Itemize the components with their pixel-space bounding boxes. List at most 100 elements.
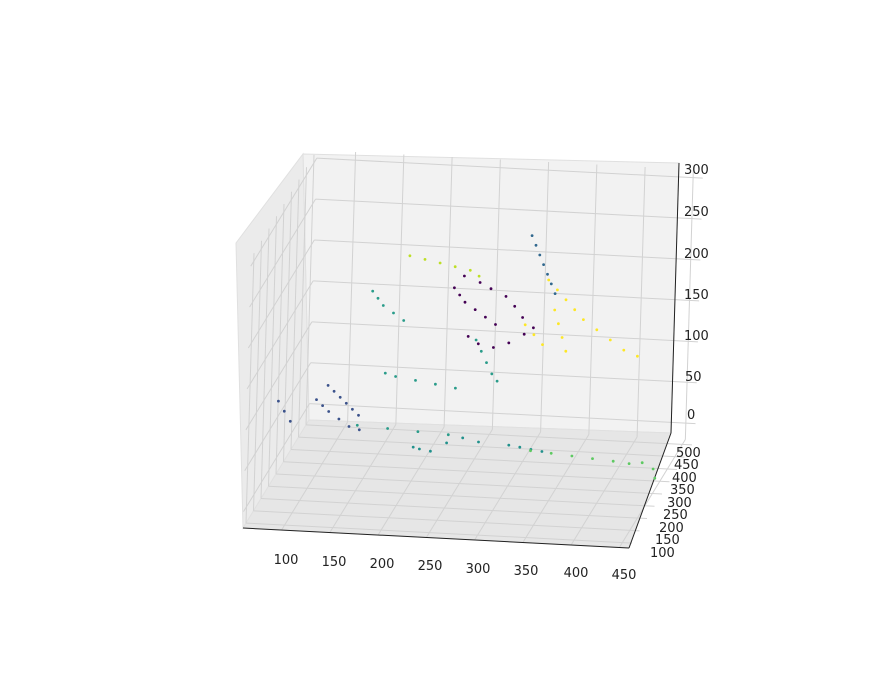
x-tick-label: 400 <box>564 566 589 581</box>
grid-line <box>253 240 262 511</box>
z-tick-label: 300 <box>684 163 709 178</box>
scatter-point-cluster-5 <box>529 449 532 453</box>
scatter-point-cluster-7 <box>556 288 559 292</box>
scatter-point-cluster-5 <box>549 451 553 455</box>
z-tick-label: 200 <box>684 247 709 262</box>
scatter-points <box>277 234 657 480</box>
scatter-point-cluster-5 <box>591 457 594 460</box>
y-tick-label: 300 <box>667 496 692 511</box>
grid-line <box>316 157 703 179</box>
grid-line <box>250 157 318 267</box>
grid-line <box>305 424 693 446</box>
scatter-point-cluster-5 <box>651 467 655 471</box>
scatter-point-cluster-1 <box>321 404 324 407</box>
scatter-point-cluster-1 <box>288 419 292 423</box>
y-tick-label: 250 <box>663 508 688 523</box>
scatter-point-cluster-1 <box>327 410 331 413</box>
scatter-point-cluster-0 <box>463 300 467 304</box>
scatter-point-cluster-4 <box>474 338 478 342</box>
scatter-point-cluster-1 <box>315 398 318 401</box>
scatter-point-cluster-4 <box>381 304 385 307</box>
grid-line <box>314 239 701 261</box>
grid-line <box>243 403 310 512</box>
z-axis-line <box>670 162 680 434</box>
z-axis-ticks: 0 50 100 150 200 250 300 <box>684 163 709 423</box>
scatter-point-cluster-4 <box>490 372 494 376</box>
grid-line <box>588 164 598 435</box>
scatter-point-cluster-7 <box>557 322 560 326</box>
grid-line <box>491 159 501 430</box>
scatter-point-cluster-4 <box>434 382 437 386</box>
grid-lines <box>243 151 703 548</box>
scatter-point-cluster-4 <box>479 349 483 353</box>
grid-line <box>268 485 655 507</box>
back-pane <box>302 153 680 434</box>
scatter-point-cluster-4 <box>371 289 375 293</box>
y-tick-label: 200 <box>659 521 684 536</box>
scatter-point-cluster-0 <box>504 295 508 298</box>
scatter-point-cluster-2 <box>553 292 557 295</box>
scatter-point-cluster-6 <box>477 274 481 278</box>
grid-line <box>268 216 277 487</box>
scatter-point-cluster-4 <box>386 427 389 430</box>
scatter-point-cluster-4 <box>402 319 406 322</box>
y-axis-line <box>628 432 672 549</box>
scatter-point-cluster-5 <box>640 461 644 465</box>
scatter-point-cluster-0 <box>513 304 517 308</box>
x-axis-line <box>242 527 630 549</box>
z-tick-label: 250 <box>684 205 709 220</box>
scatter-point-cluster-4 <box>454 386 457 390</box>
grid-line <box>443 156 453 428</box>
scatter-point-cluster-2 <box>546 272 549 276</box>
scatter-point-cluster-0 <box>458 293 462 297</box>
scatter-point-cluster-1 <box>277 399 280 403</box>
grid-line <box>275 473 663 495</box>
scatter-point-cluster-2 <box>534 243 538 247</box>
grid-line <box>283 191 292 462</box>
grid-line <box>275 203 285 475</box>
z-tick-label: 0 <box>687 408 695 423</box>
scatter-point-cluster-1 <box>347 425 351 428</box>
scatter-point-cluster-3 <box>411 445 415 449</box>
scatter-point-cluster-2 <box>542 263 545 266</box>
x-tick-label: 250 <box>418 559 443 574</box>
scatter-point-cluster-3 <box>540 450 544 453</box>
scatter-point-cluster-0 <box>494 323 497 326</box>
grid-line <box>247 239 315 349</box>
grid-line <box>347 151 357 423</box>
grid-line <box>305 154 315 425</box>
grid-line <box>684 169 694 440</box>
grid-line <box>260 498 648 520</box>
scatter-point-cluster-7 <box>523 323 527 327</box>
scatter-point-cluster-6 <box>423 258 427 261</box>
scatter-point-cluster-0 <box>476 342 480 346</box>
scatter-point-cluster-3 <box>418 447 421 451</box>
scatter-point-cluster-2 <box>549 282 553 286</box>
grid-line <box>298 167 307 438</box>
z-tick-label: 50 <box>685 370 702 385</box>
y-tick-label: 100 <box>650 546 675 561</box>
scatter-point-cluster-1 <box>337 417 341 421</box>
scatter-point-cluster-1 <box>357 428 361 432</box>
grid-line <box>283 461 670 483</box>
scatter-point-cluster-1 <box>326 384 330 387</box>
x-tick-label: 450 <box>612 568 637 583</box>
grid-line <box>636 166 646 438</box>
scatter-point-cluster-7 <box>541 343 544 346</box>
scatter-point-cluster-7 <box>564 298 568 302</box>
grid-line <box>540 161 550 433</box>
scatter-point-cluster-0 <box>521 316 524 319</box>
x-tick-label: 100 <box>274 553 299 568</box>
scatter-point-cluster-0 <box>522 332 526 336</box>
x-tick-label: 300 <box>466 562 491 577</box>
scatter-point-cluster-5 <box>653 476 657 480</box>
scatter-point-cluster-4 <box>355 423 359 427</box>
x-tick-label: 200 <box>370 557 395 572</box>
y-tick-label: 350 <box>670 483 695 498</box>
grid-line <box>246 280 314 390</box>
scatter-point-cluster-6 <box>468 268 472 272</box>
grid-line <box>245 253 255 524</box>
grid-line <box>298 436 685 458</box>
scatter-point-cluster-1 <box>282 409 286 413</box>
